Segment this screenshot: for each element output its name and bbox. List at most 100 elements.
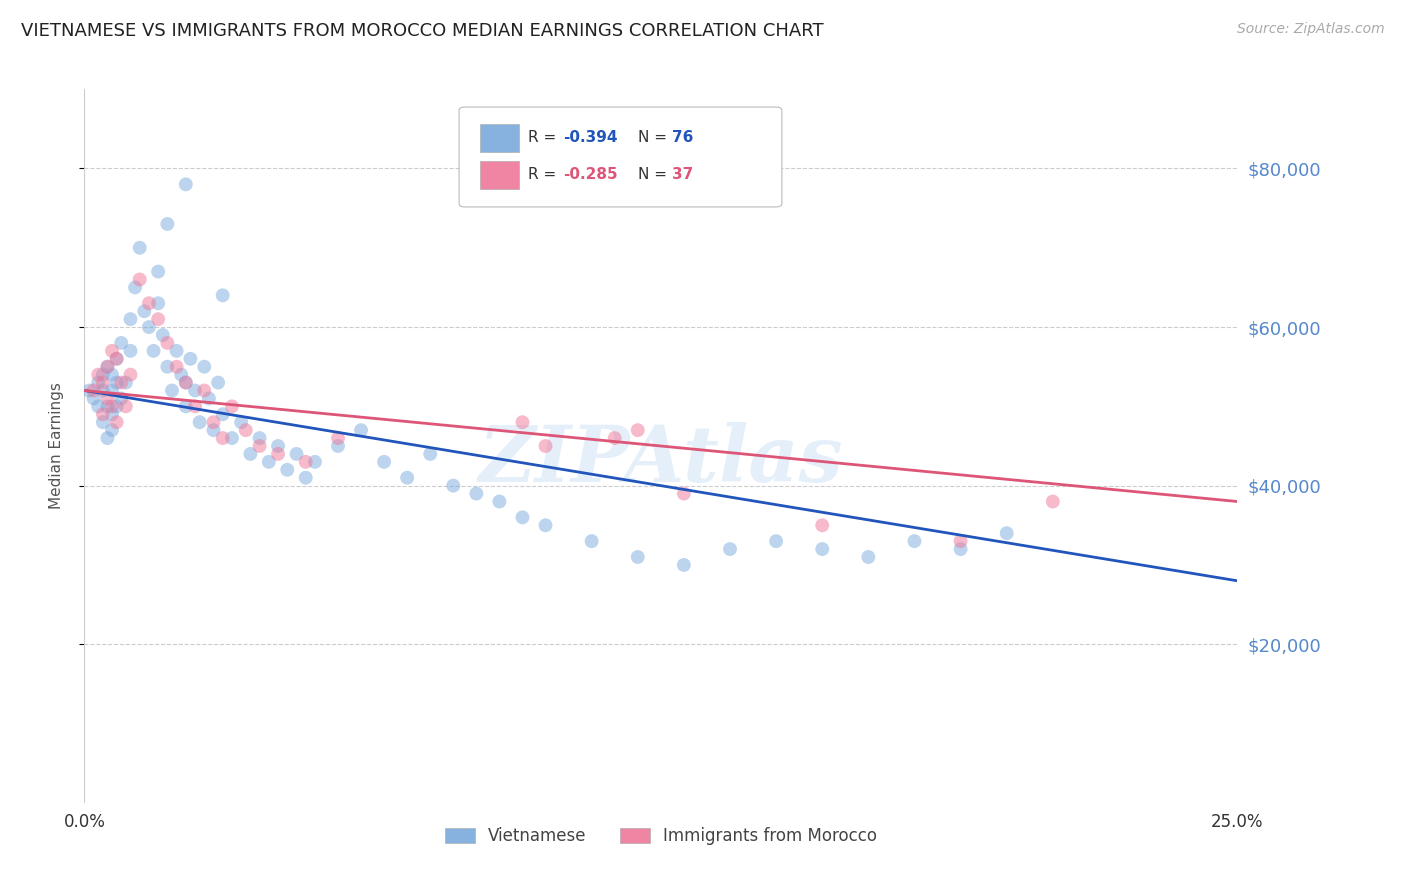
Point [373, 455, 395, 469]
Point [193, 359, 215, 374]
Point [179, 351, 201, 366]
Point [120, 368, 142, 382]
Point [166, 359, 188, 374]
Point [101, 384, 124, 398]
Point [105, 415, 128, 429]
Text: Source: ZipAtlas.com: Source: ZipAtlas.com [1237, 22, 1385, 37]
Point [326, 439, 349, 453]
Point [396, 471, 419, 485]
Point [105, 376, 128, 390]
Point [128, 272, 150, 286]
Point [184, 384, 207, 398]
Point [101, 343, 124, 358]
Point [110, 335, 132, 350]
Point [91, 384, 114, 398]
Point [285, 447, 308, 461]
Point [124, 280, 146, 294]
Point [101, 423, 124, 437]
Point [304, 455, 326, 469]
Text: R =: R = [529, 168, 561, 182]
Point [198, 392, 221, 406]
Point [96, 359, 118, 374]
Point [512, 415, 534, 429]
Point [534, 439, 557, 453]
Text: -0.394: -0.394 [562, 130, 617, 145]
Point [672, 558, 695, 572]
Point [101, 407, 124, 421]
Point [627, 423, 650, 437]
Point [91, 376, 114, 390]
Point [174, 400, 197, 414]
Point [166, 343, 188, 358]
Point [350, 423, 373, 437]
Point [156, 359, 179, 374]
Point [174, 376, 197, 390]
Point [534, 518, 557, 533]
Point [294, 471, 316, 485]
Text: R =: R = [529, 130, 561, 145]
Point [160, 384, 183, 398]
Point [146, 296, 169, 310]
Point [115, 376, 138, 390]
FancyBboxPatch shape [460, 107, 782, 207]
Point [211, 431, 233, 445]
Point [156, 217, 179, 231]
Point [202, 423, 225, 437]
FancyBboxPatch shape [479, 161, 519, 189]
Point [221, 431, 243, 445]
Point [1042, 494, 1064, 508]
Point [581, 534, 603, 549]
Point [811, 542, 834, 557]
Point [672, 486, 695, 500]
Text: -0.285: -0.285 [562, 168, 617, 182]
Point [174, 376, 197, 390]
Point [91, 407, 114, 421]
Point [77, 384, 100, 398]
Point [627, 549, 650, 564]
Point [276, 463, 298, 477]
Point [134, 304, 156, 318]
Point [105, 400, 128, 414]
Point [138, 320, 160, 334]
Point [221, 400, 243, 414]
Point [949, 542, 972, 557]
Text: 76: 76 [672, 130, 693, 145]
Point [202, 415, 225, 429]
Point [603, 431, 626, 445]
Point [184, 400, 207, 414]
Point [96, 431, 118, 445]
Point [170, 368, 193, 382]
Point [239, 447, 262, 461]
Point [211, 407, 233, 421]
Point [858, 549, 880, 564]
Text: ZIPAtlas: ZIPAtlas [478, 422, 844, 499]
Point [156, 335, 179, 350]
Point [949, 534, 972, 549]
Point [718, 542, 741, 557]
Point [101, 368, 124, 382]
Point [83, 384, 105, 398]
Point [96, 359, 118, 374]
Y-axis label: Median Earnings: Median Earnings [49, 383, 63, 509]
Point [267, 439, 290, 453]
Point [138, 296, 160, 310]
Point [87, 368, 110, 382]
Point [87, 376, 110, 390]
Point [152, 328, 174, 343]
Point [101, 400, 124, 414]
Point [83, 392, 105, 406]
Point [128, 241, 150, 255]
Point [211, 288, 233, 302]
Point [174, 178, 197, 192]
Point [249, 439, 271, 453]
Text: VIETNAMESE VS IMMIGRANTS FROM MOROCCO MEDIAN EARNINGS CORRELATION CHART: VIETNAMESE VS IMMIGRANTS FROM MOROCCO ME… [21, 22, 824, 40]
Point [110, 392, 132, 406]
Point [142, 343, 165, 358]
Text: 37: 37 [672, 168, 693, 182]
Point [294, 455, 316, 469]
Point [235, 423, 257, 437]
Point [91, 415, 114, 429]
Point [146, 312, 169, 326]
Point [995, 526, 1018, 541]
Point [96, 400, 118, 414]
